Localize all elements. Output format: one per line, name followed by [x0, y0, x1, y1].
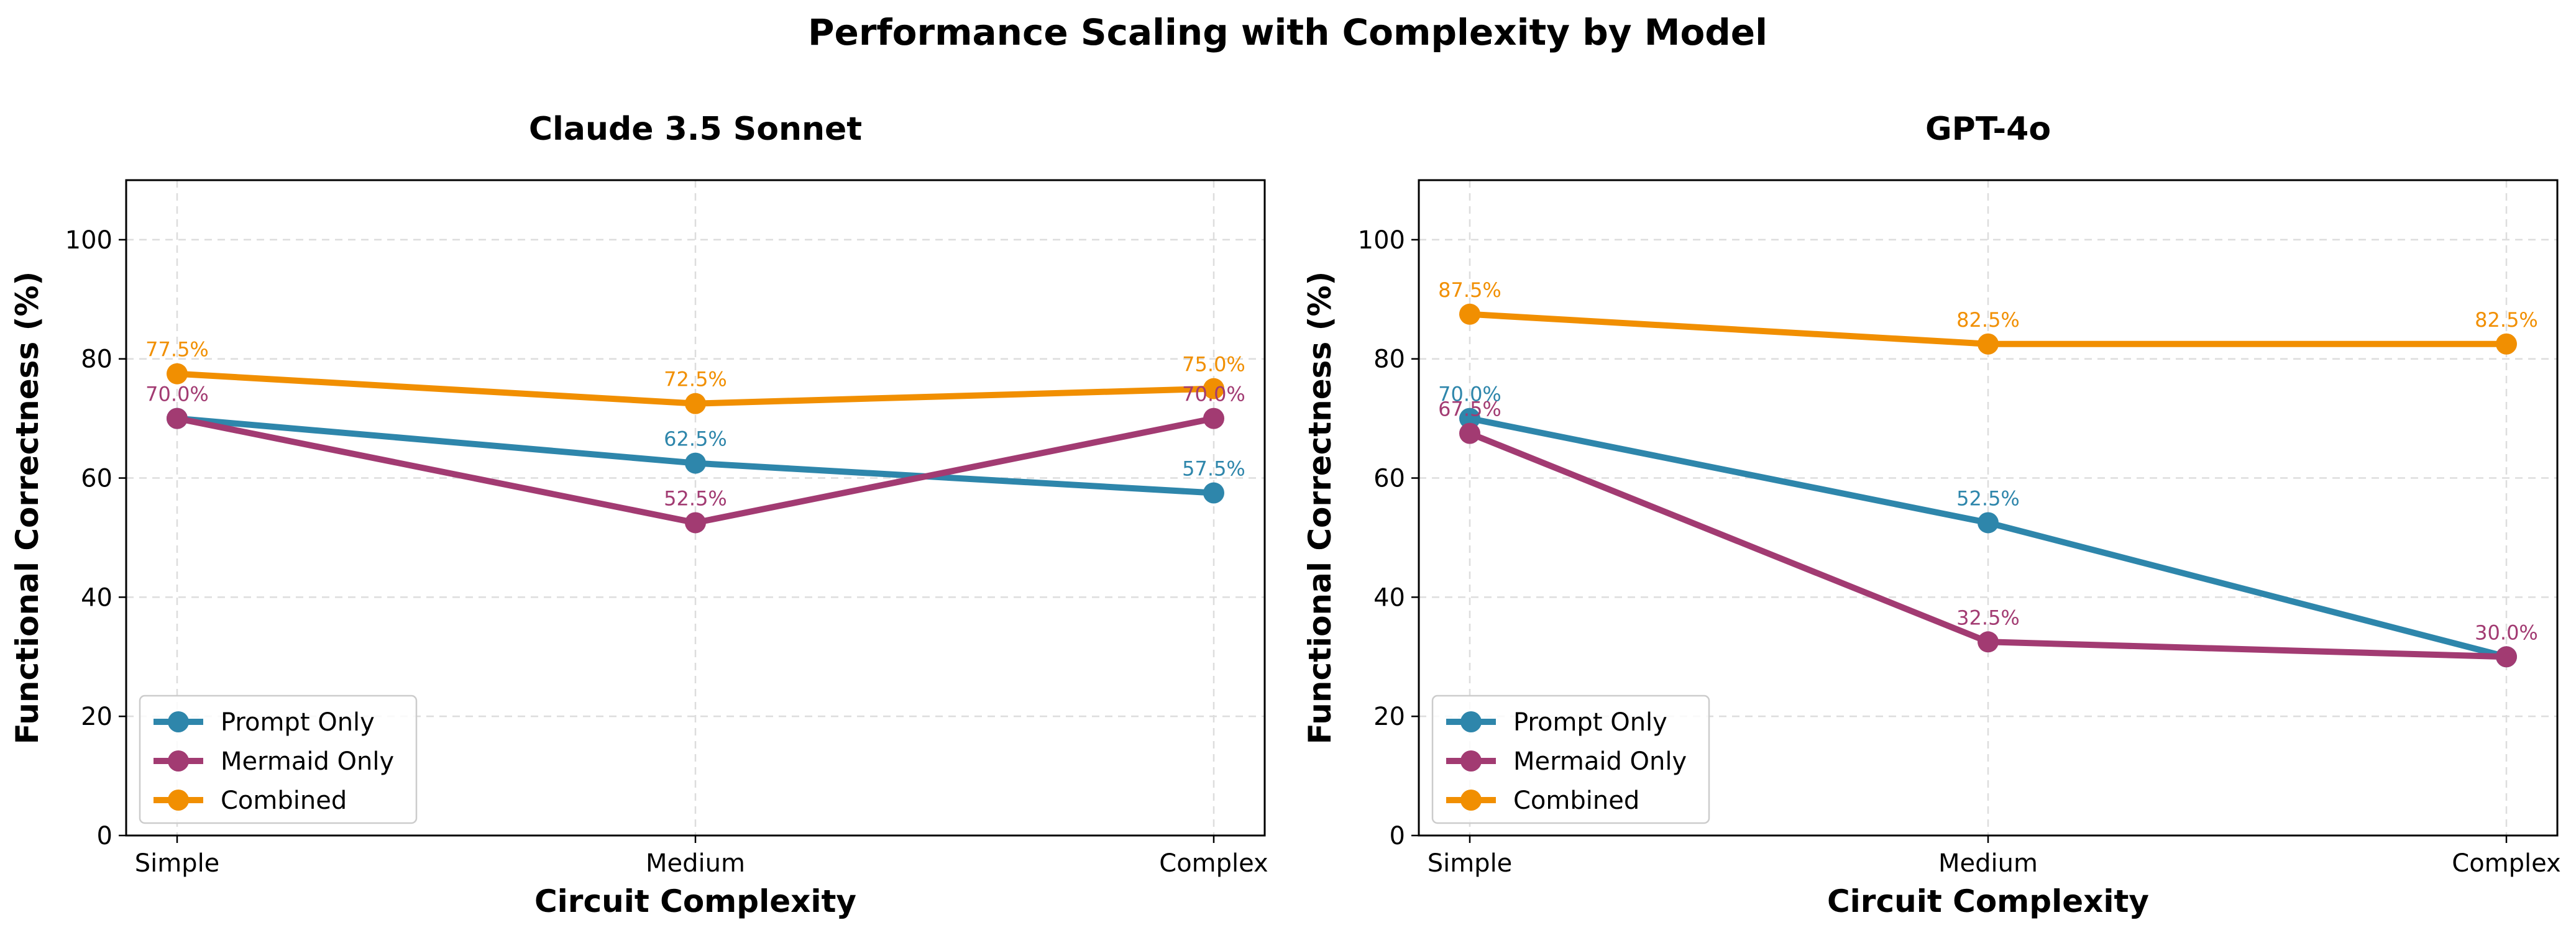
data-point	[2496, 646, 2517, 668]
data-label: 75.0%	[1182, 353, 1245, 376]
data-label: 62.5%	[664, 427, 727, 451]
figure-title: Performance Scaling with Complexity by M…	[808, 11, 1767, 53]
legend: Prompt Only Mermaid Only Combined	[139, 694, 418, 824]
data-point	[1203, 378, 1224, 399]
x-tick-label: Complex	[1159, 849, 1268, 878]
y-tick-label: 80	[81, 345, 112, 374]
y-tick-label: 0	[97, 822, 112, 850]
data-label: 70.0%	[1182, 383, 1245, 406]
y-tick-label: 100	[1358, 226, 1405, 255]
y-tick-label: 40	[1373, 583, 1405, 612]
y-tick-label: 80	[1373, 345, 1405, 374]
data-point	[167, 408, 188, 429]
chart-panel-2: 0 20 40 60 80 100 Simple Medium Complex Circuit C…	[1302, 111, 2561, 919]
axes-frame	[1418, 179, 2559, 837]
data-point	[2496, 333, 2517, 355]
data-label: 52.5%	[664, 486, 727, 510]
x-tick-label: Simple	[135, 849, 220, 878]
data-label: 52.5%	[1956, 486, 2020, 510]
legend-box	[139, 694, 418, 824]
y-axis-label: Functional Correctness (%)	[1302, 271, 1338, 745]
y-tick-label: 0	[1390, 822, 1405, 850]
legend-label: Combined	[1513, 786, 1639, 815]
legend-label: Prompt Only	[1513, 708, 1667, 737]
legend-swatch-marker	[1460, 790, 1482, 811]
data-point	[1978, 333, 1999, 355]
data-point	[1978, 512, 1999, 534]
legend-label: Combined	[221, 786, 347, 815]
y-tick-label: 40	[81, 583, 112, 612]
x-tick-label: Medium	[1938, 849, 2038, 878]
data-point	[685, 393, 706, 414]
data-point	[1203, 408, 1224, 429]
chart-title: Claude 3.5 Sonnet	[529, 111, 862, 148]
y-tick-label: 60	[81, 465, 112, 493]
data-point	[1459, 422, 1480, 444]
data-label: 77.5%	[145, 338, 209, 362]
legend-label: Prompt Only	[221, 708, 375, 737]
x-axis-label: Circuit Complexity	[1827, 883, 2149, 919]
data-label: 30.0%	[2475, 621, 2538, 644]
x-tick-label: Medium	[646, 849, 745, 878]
data-label: 82.5%	[2475, 308, 2538, 332]
data-point	[167, 363, 188, 385]
data-point	[1459, 303, 1480, 325]
data-label: 57.5%	[1182, 457, 1245, 481]
y-axis-label: Functional Correctness (%)	[9, 271, 45, 745]
data-label: 32.5%	[1956, 606, 2020, 629]
data-point	[685, 452, 706, 474]
y-tick-label: 60	[1373, 465, 1405, 493]
data-point	[685, 512, 706, 534]
legend-swatch-marker	[1460, 750, 1482, 772]
legend-swatch-marker	[168, 790, 189, 811]
y-tick-label: 20	[81, 703, 112, 731]
y-tick-label: 20	[1373, 703, 1405, 731]
x-axis-label: Circuit Complexity	[534, 883, 856, 919]
data-label: 72.5%	[664, 368, 727, 391]
data-label: 70.0%	[145, 383, 209, 406]
legend-box	[1431, 694, 1710, 824]
data-label: 67.5%	[1438, 398, 1501, 421]
x-tick-label: Simple	[1428, 849, 1513, 878]
chart-panel-1: 0 20 40 60 80 100 Simple Medium Complex Circuit C…	[9, 111, 1268, 919]
y-tick-label: 100	[65, 226, 112, 255]
data-label: 82.5%	[1956, 308, 2020, 332]
legend-swatch-marker	[1460, 711, 1482, 732]
legend-label: Mermaid Only	[221, 747, 394, 776]
data-point	[1203, 482, 1224, 504]
legend-swatch-marker	[168, 750, 189, 772]
chart-title: GPT-4o	[1925, 111, 2051, 148]
x-tick-label: Complex	[2452, 849, 2560, 878]
axes-frame	[125, 179, 1266, 837]
legend-label: Mermaid Only	[1513, 747, 1687, 776]
data-point	[1978, 631, 1999, 653]
legend-swatch-marker	[168, 711, 189, 732]
data-label: 87.5%	[1438, 278, 1501, 302]
legend: Prompt Only Mermaid Only Combined	[1431, 694, 1710, 824]
data-label: 70.0%	[1438, 383, 1501, 406]
data-point	[1459, 408, 1480, 429]
